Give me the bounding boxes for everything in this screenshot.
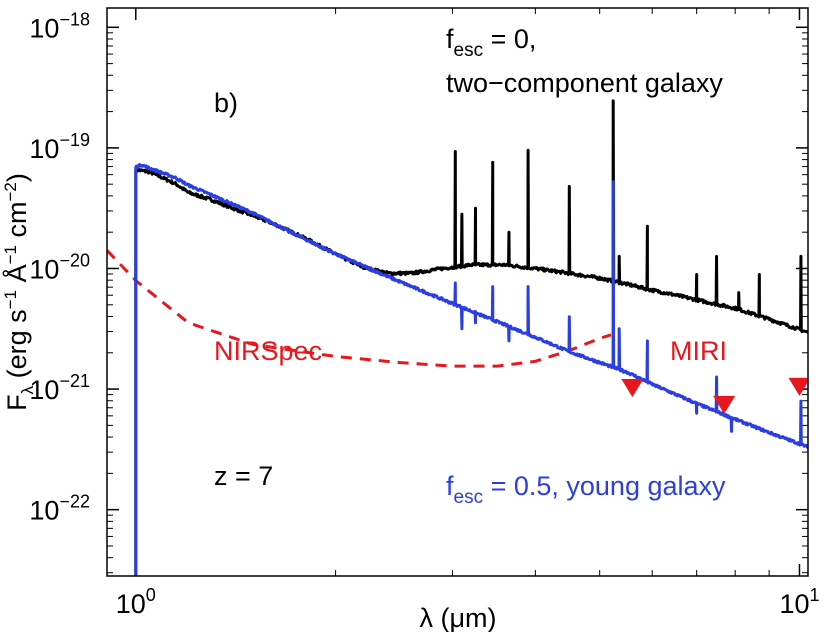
miri-limit-marker-2 <box>713 395 736 414</box>
annotation-miri: MIRI <box>670 336 727 366</box>
annotation-fesc-zero: fesc = 0, <box>446 24 536 61</box>
annotation-nirspec: NIRSpec <box>214 336 322 366</box>
panel-label: b) <box>214 88 238 118</box>
annotation-two-component: two−component galaxy <box>446 68 723 98</box>
x-axis-label: λ (μm) <box>419 603 496 632</box>
y-tick-label-1e-21: 10−21 <box>29 371 90 405</box>
miri-limit-marker-1 <box>621 378 644 398</box>
plot-area <box>107 8 808 576</box>
y-axis-label: Fλ (erg s−1 Å−1 cm−2) <box>1 173 37 411</box>
x-tick-label-1: 100 <box>116 585 156 619</box>
y-tick-label-1e-19: 10−19 <box>29 130 90 164</box>
minor-ticks <box>107 8 808 576</box>
y-tick-label-1e-18: 10−18 <box>29 9 90 43</box>
annotation-redshift: z = 7 <box>214 461 273 491</box>
miri-limit-marker-3 <box>788 377 808 396</box>
young-galaxy-line <box>134 162 808 576</box>
miri-limit-markers <box>621 377 808 414</box>
x-tick-label-10: 101 <box>779 585 819 619</box>
y-tick-label-1e-22: 10−22 <box>29 492 90 526</box>
y-tick-label-1e-20: 10−20 <box>29 250 90 284</box>
plot-frame <box>106 7 809 577</box>
annotation-fesc-half: fesc = 0.5, young galaxy <box>446 471 726 508</box>
